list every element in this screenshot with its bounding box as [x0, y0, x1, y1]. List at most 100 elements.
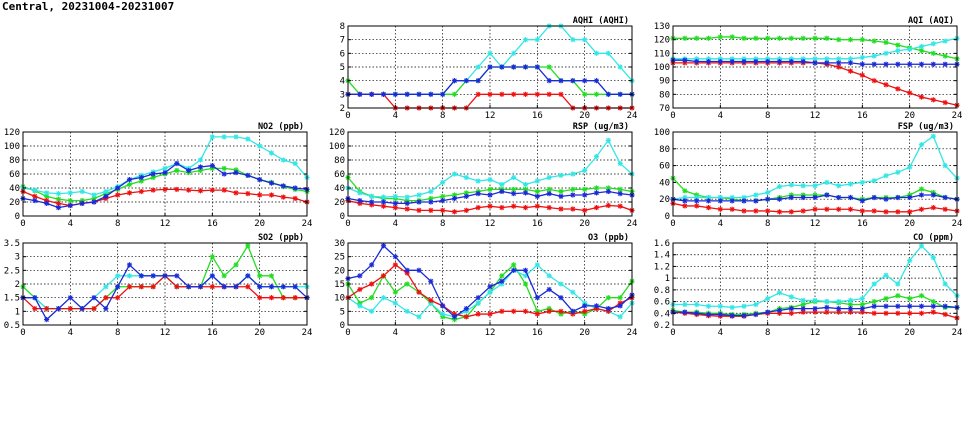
data-point [776, 290, 783, 296]
data-point [859, 208, 865, 214]
y-tick-label: 40 [334, 184, 345, 194]
data-point [907, 46, 913, 52]
data-point [812, 35, 818, 41]
x-tick-label: 24 [302, 328, 313, 338]
data-point [55, 205, 62, 211]
data-point [522, 190, 529, 196]
data-point [859, 179, 865, 185]
y-tick-label: 130 [654, 22, 670, 32]
data-point [416, 314, 422, 320]
data-point [871, 298, 877, 305]
data-point [895, 194, 901, 201]
y-tick-label: 90 [659, 77, 670, 87]
x-tick-label: 16 [857, 111, 868, 121]
data-point [871, 178, 877, 184]
x-tick-label: 20 [254, 328, 265, 338]
y-tick-label: 80 [659, 145, 670, 155]
x-tick-label: 20 [904, 111, 915, 121]
x-tick-label: 20 [254, 219, 265, 229]
data-point [836, 60, 842, 66]
data-point [729, 206, 735, 212]
data-point [871, 194, 877, 201]
data-point [942, 99, 948, 106]
data-point [930, 298, 936, 305]
data-point [475, 300, 481, 306]
data-point [605, 188, 611, 195]
data-point [824, 35, 830, 41]
chart-panel-o3: O3 (ppb) 0 4 8 12 16 20 24 0 5 10 15 20 25 30 [334, 233, 637, 338]
data-point [605, 137, 611, 143]
data-point [522, 91, 529, 97]
data-point [126, 181, 133, 188]
data-point [522, 37, 529, 43]
data-point [32, 198, 38, 204]
data-point [115, 273, 121, 279]
data-point [392, 193, 398, 199]
data-point [463, 207, 469, 213]
data-point [67, 190, 73, 196]
data-point [871, 310, 877, 316]
data-point [765, 196, 771, 202]
chart-fsp: FSP (ug/m3) 0 4 8 12 16 20 24 0 20 40 60 80 100 [654, 122, 963, 229]
data-point [280, 194, 286, 200]
data-point [930, 303, 936, 309]
data-point [895, 86, 901, 92]
data-point [895, 303, 901, 309]
y-tick-label: 1 [665, 274, 670, 284]
data-point [55, 191, 62, 197]
data-point [404, 308, 410, 314]
data-point [558, 295, 564, 301]
x-tick-label: 8 [440, 219, 445, 229]
data-point [511, 186, 517, 192]
data-point [221, 284, 227, 290]
data-point [930, 133, 936, 139]
data-point [593, 205, 600, 211]
data-point [440, 207, 446, 213]
data-point [126, 273, 133, 279]
data-point [534, 295, 540, 301]
data-point [682, 203, 688, 209]
data-point [942, 206, 948, 212]
data-point [570, 192, 576, 198]
data-point [717, 206, 723, 212]
data-point [451, 78, 458, 84]
data-point [930, 61, 936, 67]
data-point [717, 303, 723, 309]
data-point [357, 190, 363, 196]
data-point [847, 68, 854, 74]
data-point [522, 181, 529, 188]
data-point [859, 37, 865, 43]
x-tick-label: 20 [579, 111, 590, 121]
x-tick-label: 8 [115, 328, 120, 338]
y-tick-label: 0.2 [654, 321, 670, 331]
x-tick-label: 20 [904, 219, 915, 229]
data-point [824, 60, 830, 66]
data-point [705, 311, 712, 318]
data-point [753, 192, 759, 198]
data-point [942, 61, 948, 67]
data-point [404, 281, 410, 287]
data-point [292, 185, 298, 191]
data-point [233, 262, 239, 268]
data-point [895, 61, 901, 67]
data-point [682, 35, 688, 41]
data-point [741, 58, 747, 65]
y-tick-label: 100 [4, 142, 20, 152]
data-point [776, 184, 783, 190]
x-tick-label: 12 [485, 328, 496, 338]
y-tick-label: 7 [340, 36, 345, 46]
chart-aqi: AQI (AQI) 0 4 8 12 16 20 24 70 80 90 100 110 120 130 [654, 16, 963, 121]
data-point [357, 273, 363, 279]
data-point [499, 278, 505, 284]
data-point [209, 273, 215, 279]
data-point [765, 309, 771, 315]
data-point [546, 91, 552, 97]
data-point [871, 281, 877, 287]
data-point [883, 82, 889, 88]
data-point [451, 171, 458, 177]
data-point [847, 60, 854, 66]
data-point [32, 295, 38, 301]
data-point [871, 61, 877, 67]
y-tick-label: 120 [4, 128, 20, 138]
y-tick-label: 80 [334, 156, 345, 166]
